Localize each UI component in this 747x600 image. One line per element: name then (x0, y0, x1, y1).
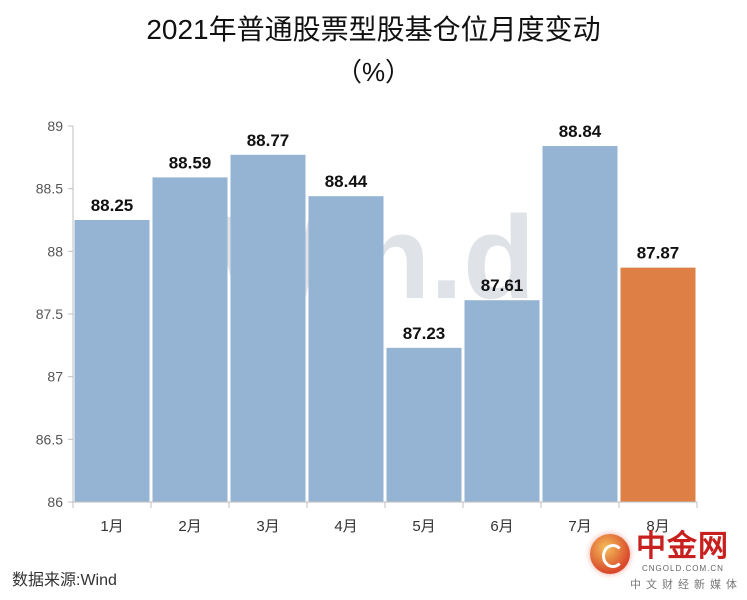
logo-url: CNGOLD.COM.CN (642, 564, 724, 573)
logo-tagline: 中文财经新媒体 (630, 579, 742, 591)
data-label: 87.87 (637, 244, 680, 263)
bar (386, 347, 462, 502)
data-label: 88.84 (559, 122, 602, 141)
y-tick-label: 88 (47, 243, 63, 259)
x-tick-label: 5月 (412, 518, 435, 535)
y-tick-label: 88.5 (36, 181, 63, 197)
bar (542, 146, 618, 502)
source-note: 数据来源:Wind (12, 572, 117, 589)
x-tick-label: 4月 (334, 518, 357, 535)
x-tick-label: 8月 (646, 518, 669, 535)
x-tick-label: 1月 (100, 518, 123, 535)
y-tick-label: 86 (47, 494, 63, 510)
bar (620, 267, 696, 502)
bar (464, 300, 540, 502)
y-tick-label: 87 (47, 369, 63, 385)
bar (74, 220, 150, 502)
cngold-logo: 中金网 CNGOLD.COM.CN 中文财经新媒体 (582, 526, 742, 591)
chart-title: 2021年普通股票型股基仓位月度变动 (146, 14, 601, 45)
data-label: 87.61 (481, 276, 524, 295)
y-tick-label: 89 (47, 118, 63, 134)
plot-area: 86 86.5 87 87.5 88 88.5 89 88.25 88.59 88.77 88.44… (36, 118, 698, 535)
chart-subtitle: （%） (335, 57, 412, 87)
logo-name: 中金网 (636, 530, 729, 563)
bar (152, 177, 228, 503)
bar (230, 154, 306, 502)
x-tick-label: 2月 (178, 518, 201, 535)
y-tick-label: 86.5 (36, 431, 63, 447)
data-label: 88.25 (91, 196, 134, 215)
x-tick-label: 6月 (490, 518, 513, 535)
y-tick-label: 87.5 (36, 306, 63, 322)
data-label: 87.23 (403, 324, 446, 343)
logo-emblem-icon (590, 534, 630, 574)
data-label: 88.44 (325, 172, 368, 191)
bar (308, 196, 384, 503)
data-label: 88.59 (169, 153, 212, 172)
x-tick-label: 7月 (568, 518, 591, 535)
data-label: 88.77 (247, 131, 290, 150)
x-tick-label: 3月 (256, 518, 279, 535)
